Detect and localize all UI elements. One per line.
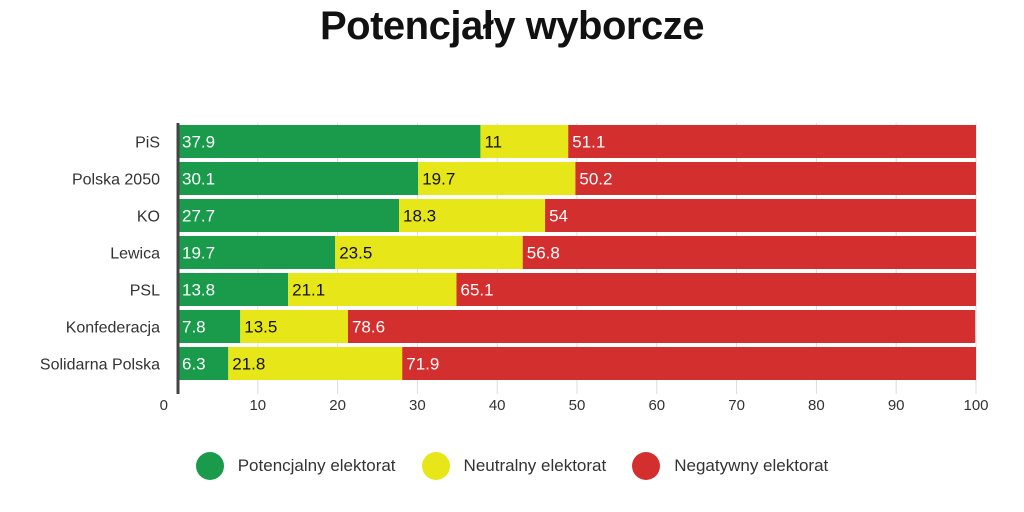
bar-psl-series-1	[288, 273, 457, 306]
category-label-psl: PSL	[130, 283, 160, 300]
category-label-konfederacja: Konfederacja	[66, 320, 160, 337]
data-label-pis-series-2: 51.1	[572, 133, 605, 152]
data-label-ko-series-0: 27.7	[182, 207, 215, 226]
data-label-psl-series-0: 13.8	[182, 281, 215, 300]
x-tick-label-60: 60	[648, 397, 665, 414]
x-tick-label-40: 40	[489, 397, 506, 414]
data-label-ko-series-1: 18.3	[403, 207, 436, 226]
bar-psl-series-0	[178, 273, 289, 306]
category-label-ko: KO	[137, 209, 160, 226]
x-tick-label-50: 50	[569, 397, 586, 414]
x-tick-label-0: 0	[160, 397, 168, 414]
bar-lewica-series-0	[178, 236, 336, 269]
bar-konfederacja-series-2	[347, 310, 976, 343]
data-label-polska-2050-series-0: 30.1	[182, 170, 215, 189]
data-label-pis-series-0: 37.9	[182, 133, 215, 152]
legend-label-negatywny: Negatywny elektorat	[674, 456, 829, 475]
data-label-pis-series-1: 11	[484, 133, 502, 152]
x-tick-label-70: 70	[728, 397, 745, 414]
bar-lewica-series-1	[335, 236, 523, 269]
bar-polska-2050-series-2	[575, 162, 976, 195]
legend-item-potencjalny: Potencjalny elektorat	[195, 452, 396, 480]
bar-polska-2050-series-1	[418, 162, 576, 195]
data-label-ko-series-2: 54	[549, 207, 568, 226]
x-tick-label-20: 20	[329, 397, 346, 414]
x-tick-label-10: 10	[249, 397, 266, 414]
data-label-lewica-series-0: 19.7	[182, 244, 215, 263]
legend-swatch-negatywny	[632, 452, 661, 480]
legend-swatch-potencjalny	[195, 452, 224, 480]
data-label-konfederacja-series-1: 13.5	[244, 318, 277, 337]
data-label-konfederacja-series-0: 7.8	[182, 318, 206, 337]
bar-solidarna-polska-series-0	[178, 347, 229, 380]
data-label-psl-series-2: 65.1	[461, 281, 494, 300]
category-label-solidarna-polska: Solidarna Polska	[40, 357, 160, 374]
x-tick-label-100: 100	[963, 397, 988, 414]
x-tick-label-80: 80	[808, 397, 825, 414]
data-label-psl-series-1: 21.1	[292, 281, 325, 300]
bar-solidarna-polska-series-1	[228, 347, 403, 380]
data-label-solidarna-polska-series-0: 6.3	[182, 355, 206, 374]
stacked-bar-chart: 0 10 20 30 40 50 60 70 80 90 100 37.9 11 51.1 PiS 30.1 1…	[40, 123, 989, 414]
legend-item-negatywny: Negatywny elektorat	[632, 452, 828, 480]
legend: Potencjalny elektorat Neutralny elektora…	[0, 452, 1024, 480]
bar-ko-series-1	[399, 199, 546, 232]
bar-solidarna-polska-series-2	[402, 347, 976, 380]
x-tick-label-90: 90	[888, 397, 905, 414]
data-label-solidarna-polska-series-1: 21.8	[232, 355, 265, 374]
bar-lewica-series-2	[522, 236, 976, 269]
data-label-polska-2050-series-2: 50.2	[579, 170, 612, 189]
data-label-lewica-series-2: 56.8	[527, 244, 560, 263]
bar-konfederacja-series-1	[240, 310, 348, 343]
bar-polska-2050-series-0	[178, 162, 419, 195]
x-tick-label-30: 30	[409, 397, 426, 414]
bar-pis-series-0	[178, 125, 481, 158]
data-label-lewica-series-1: 23.5	[339, 244, 372, 263]
data-label-polska-2050-series-1: 19.7	[422, 170, 455, 189]
legend-item-neutralny: Neutralny elektorat	[421, 452, 607, 480]
legend-label-potencjalny: Potencjalny elektorat	[237, 456, 396, 475]
bar-ko-series-2	[545, 199, 976, 232]
chart-title: Potencjały wyborcze	[320, 4, 704, 48]
data-label-konfederacja-series-2: 78.6	[352, 318, 385, 337]
data-label-solidarna-polska-series-2: 71.9	[406, 355, 439, 374]
bar-konfederacja-series-0	[178, 310, 241, 343]
legend-swatch-neutralny	[421, 452, 450, 480]
bar-pis-series-2	[568, 125, 976, 158]
bar-ko-series-0	[178, 199, 400, 232]
bar-psl-series-2	[456, 273, 976, 306]
legend-label-neutralny: Neutralny elektorat	[463, 456, 607, 475]
category-label-polska-2050: Polska 2050	[72, 172, 160, 189]
category-label-lewica: Lewica	[110, 246, 160, 263]
bar-pis-series-1	[480, 125, 569, 158]
category-label-pis: PiS	[135, 135, 160, 152]
